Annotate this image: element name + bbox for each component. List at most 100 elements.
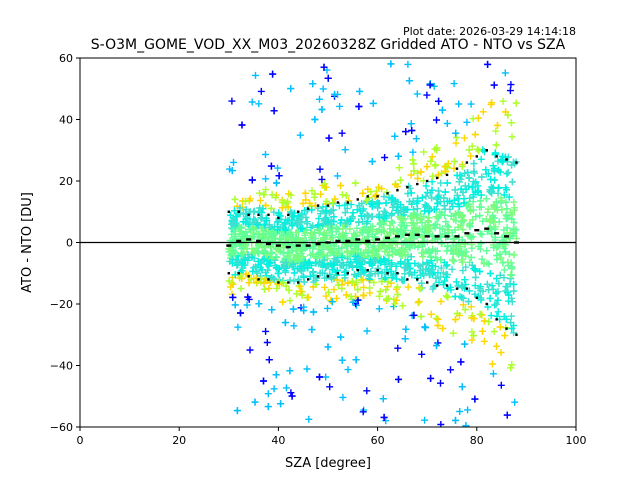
- scatter-point: [343, 249, 351, 257]
- scatter-point: [349, 298, 357, 306]
- scatter-point: [466, 194, 474, 202]
- scatter-point: [453, 249, 461, 257]
- scatter-point: [250, 264, 258, 272]
- scatter-point: [486, 270, 494, 277]
- scatter-point: [460, 199, 468, 207]
- scatter-point: [419, 237, 427, 245]
- scatter-point: [288, 262, 296, 270]
- scatter-point: [260, 255, 268, 263]
- scatter-point: [296, 131, 304, 139]
- scatter-point: [477, 155, 485, 163]
- scatter-point: [451, 246, 459, 253]
- scatter-point: [334, 281, 342, 289]
- scatter-point: [387, 211, 395, 219]
- scatter-point: [352, 301, 360, 309]
- scatter-point: [241, 256, 249, 264]
- scatter-point: [401, 222, 408, 230]
- scatter-point: [498, 206, 506, 214]
- lower-marker: [455, 287, 459, 290]
- scatter-point: [441, 277, 449, 285]
- scatter-point: [402, 128, 410, 136]
- mean-marker: [484, 227, 490, 230]
- scatter-point: [438, 240, 446, 247]
- scatter-point: [511, 459, 518, 466]
- scatter-point: [234, 323, 242, 331]
- scatter-point: [494, 184, 502, 192]
- lower-marker: [426, 281, 429, 284]
- scatter-point: [428, 194, 436, 202]
- scatter-point: [480, 337, 488, 345]
- scatter-point: [327, 235, 335, 243]
- scatter-point: [265, 221, 273, 229]
- scatter-point: [293, 253, 300, 260]
- scatter-point: [456, 408, 464, 415]
- scatter-point: [255, 300, 263, 308]
- scatter-point: [502, 198, 510, 206]
- scatter-point: [401, 252, 409, 260]
- scatter-point: [255, 222, 262, 230]
- y-tick-label: −60: [50, 421, 73, 434]
- scatter-point: [366, 284, 374, 292]
- scatter-point: [479, 108, 487, 116]
- scatter-point: [380, 207, 388, 215]
- scatter-point: [454, 200, 462, 208]
- scatter-point: [321, 283, 329, 291]
- scatter-point: [316, 95, 323, 103]
- scatter-point: [449, 256, 457, 264]
- scatter-point: [278, 228, 285, 236]
- scatter-point: [455, 178, 463, 186]
- scatter-point: [287, 389, 295, 397]
- scatter-point: [359, 408, 367, 416]
- scatter-point: [270, 208, 278, 216]
- scatter-point: [370, 279, 378, 286]
- scatter-point: [230, 158, 237, 166]
- scatter-point: [300, 244, 308, 252]
- scatter-point: [269, 70, 277, 78]
- scatter-point: [280, 263, 288, 271]
- scatter-point: [427, 310, 435, 318]
- scatter-point: [355, 218, 363, 226]
- scatter-point: [355, 103, 363, 110]
- scatter-point: [347, 293, 355, 300]
- upper-marker: [465, 161, 469, 164]
- scatter-point: [414, 239, 422, 247]
- scatter-point: [382, 417, 390, 425]
- binned-statistics: [226, 149, 519, 336]
- upper-marker: [366, 195, 369, 198]
- scatter-point: [358, 212, 365, 220]
- upper-marker: [267, 213, 270, 217]
- scatter-point: [428, 262, 436, 270]
- scatter-point: [432, 315, 440, 322]
- upper-marker: [435, 176, 439, 180]
- scatter-point: [369, 99, 377, 107]
- scatter-point: [281, 257, 289, 265]
- scatter-point: [501, 69, 509, 77]
- scatter-point: [467, 303, 475, 311]
- scatter-point: [476, 310, 484, 318]
- scatter-point: [434, 193, 442, 201]
- scatter-point: [385, 252, 393, 260]
- scatter-point: [300, 278, 308, 286]
- scatter-point: [485, 318, 493, 326]
- scatter-point: [468, 183, 476, 191]
- scatter-point: [351, 271, 358, 278]
- scatter-point: [295, 258, 303, 265]
- upper-marker: [297, 210, 300, 213]
- scatter-point: [413, 90, 421, 98]
- scatter-point: [392, 262, 400, 270]
- scatter-point: [387, 267, 395, 275]
- scatter-point: [228, 97, 236, 105]
- scatter-point: [407, 171, 415, 179]
- mean-marker: [414, 233, 420, 237]
- lower-marker: [316, 275, 320, 278]
- scatter-point: [418, 279, 426, 287]
- scatter-point: [299, 225, 306, 232]
- scatter-point: [420, 271, 428, 279]
- scatter-point: [507, 81, 515, 89]
- scatter-point: [288, 246, 296, 254]
- scatter-point: [364, 218, 372, 225]
- scatter-point: [275, 246, 283, 254]
- scatter-point: [468, 261, 476, 269]
- scatter-point: [262, 175, 270, 183]
- scatter-point: [437, 264, 445, 272]
